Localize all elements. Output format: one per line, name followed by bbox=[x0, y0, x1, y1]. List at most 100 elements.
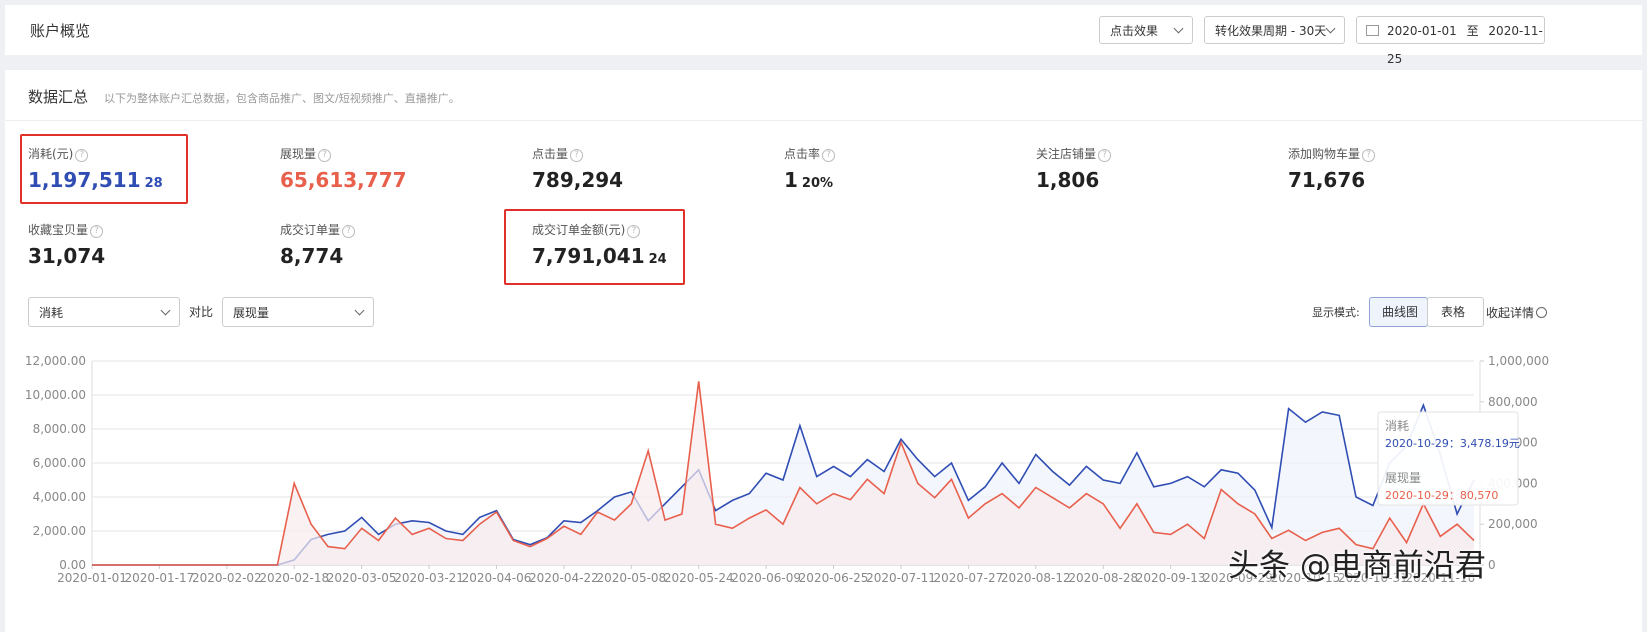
mode-text: 表格 bbox=[1441, 305, 1466, 319]
x-tick-label: 2020-02-18 bbox=[259, 571, 329, 585]
date-to: 至 bbox=[1466, 24, 1479, 38]
summary-title: 数据汇总 bbox=[28, 88, 89, 106]
highlight-box bbox=[504, 209, 685, 285]
mode-label: 显示模式: bbox=[1312, 306, 1360, 319]
y2-tick-label: 1,000,000 bbox=[1488, 354, 1549, 368]
effect-text: 点击效果 bbox=[1110, 24, 1159, 38]
metric: 关注店铺量? 1,806 bbox=[1036, 145, 1112, 192]
metric-label: 点击量? bbox=[532, 145, 623, 162]
metric: 收藏宝贝量? 31,074 bbox=[28, 221, 105, 268]
x-tick-label: 2020-06-09 bbox=[731, 571, 801, 585]
x-tick-label: 2020-08-12 bbox=[1001, 571, 1071, 585]
metric-value: 65,613,777 bbox=[280, 168, 407, 192]
x-tick-label: 2020-07-27 bbox=[934, 571, 1004, 585]
metric-label-text: 成交订单金额(元) bbox=[532, 223, 626, 237]
tooltip-text: 2020-10-29：80,570 bbox=[1385, 489, 1498, 502]
y-tick-label: 10,000.00 bbox=[25, 388, 86, 402]
x-tick-label: 2020-07-11 bbox=[866, 571, 936, 585]
y-tick-label: 12,000.00 bbox=[25, 354, 86, 368]
metric-value-text: 1,197,511 bbox=[28, 168, 141, 192]
mode-button[interactable]: 曲线图 bbox=[1369, 297, 1428, 327]
date-range[interactable]: 2020-01-01 至 2020-11-25 bbox=[1356, 16, 1545, 66]
metric-label-text: 关注店铺量 bbox=[1036, 147, 1097, 161]
metric-label-text: 展现量 bbox=[280, 147, 317, 161]
tooltip-box bbox=[1377, 411, 1519, 506]
collapse-link[interactable]: 收起详情 bbox=[1486, 304, 1548, 321]
metric: 展现量? 65,613,777 bbox=[280, 145, 407, 192]
metric-value-text: 31,074 bbox=[28, 244, 106, 268]
x-tick-label: 2020-03-05 bbox=[327, 571, 397, 585]
metric-select[interactable]: 消耗 bbox=[28, 297, 180, 327]
metric-value: 31,074 bbox=[28, 244, 105, 268]
metric-value: 1 20% bbox=[784, 168, 835, 192]
metric-value-text: 1,806 bbox=[1036, 168, 1100, 192]
chart: 0.00 2,000.00 4,000.00 6,000.00 8,000.00 10,0… bbox=[25, 354, 1549, 585]
metric-label: 添加购物车量? bbox=[1288, 145, 1376, 162]
y-tick-label: 2,000.00 bbox=[33, 524, 86, 538]
y-tick-label: 4,000.00 bbox=[33, 490, 86, 504]
metric-text: 消耗 bbox=[39, 306, 64, 320]
metric-value-text: 789,294 bbox=[532, 168, 624, 192]
date-start: 2020-01-01 bbox=[1387, 24, 1457, 38]
x-tick-label: 2020-04-22 bbox=[529, 571, 599, 585]
mode-button[interactable]: 表格 bbox=[1427, 297, 1484, 327]
metric-label: 点击率? bbox=[784, 145, 836, 162]
x-tick-label: 2020-02-02 bbox=[192, 571, 262, 585]
metric-decimal: 20% bbox=[801, 176, 834, 191]
x-tick-label: 2020-05-08 bbox=[596, 571, 666, 585]
watermark: 头条 @电商前沿君 bbox=[1228, 548, 1486, 584]
metric-decimal: 28 bbox=[144, 176, 163, 191]
date-end: 2020-11-25 bbox=[1387, 24, 1543, 66]
metric: 成交订单金额(元)? 7,791,041 24 bbox=[532, 221, 667, 268]
tooltip-label: 展现量 bbox=[1385, 471, 1421, 485]
metric-value: 1,197,511 28 bbox=[28, 168, 163, 192]
y2-tick-label: 0 bbox=[1488, 558, 1496, 572]
x-tick-label: 2020-05-24 bbox=[664, 571, 734, 585]
x-tick-label: 2020-10-31 bbox=[1338, 571, 1408, 585]
metric: 点击量? 789,294 bbox=[532, 145, 623, 192]
help-icon: ? bbox=[75, 149, 89, 162]
metric-value: 1,806 bbox=[1036, 168, 1111, 192]
metric-label: 成交订单量? bbox=[280, 221, 356, 238]
metric-label: 消耗(元)? bbox=[28, 145, 163, 162]
tooltip-text: 2020-10-29：3,478.19元 bbox=[1385, 437, 1520, 450]
help-icon: ? bbox=[822, 149, 836, 162]
metric-value: 789,294 bbox=[532, 168, 623, 192]
metric-value-text: 7,791,041 bbox=[532, 244, 645, 268]
metric-label-text: 收藏宝贝量 bbox=[28, 223, 89, 237]
metric: 点击率? 1 20% bbox=[784, 145, 836, 192]
series-area bbox=[92, 381, 1474, 565]
collapse-text: 收起详情 bbox=[1486, 306, 1535, 320]
x-tick-label: 2020-01-17 bbox=[125, 571, 195, 585]
help-icon: ? bbox=[627, 225, 641, 238]
period-text: 转化效果周期 - 30天 bbox=[1215, 24, 1327, 38]
metric-label: 展现量? bbox=[280, 145, 407, 162]
metric: 消耗(元)? 1,197,511 28 bbox=[28, 145, 163, 192]
highlight-box bbox=[20, 134, 188, 204]
x-tick-label: 2020-09-29 bbox=[1203, 571, 1273, 585]
x-tick-label: 2020-11-16 bbox=[1405, 571, 1475, 585]
y-tick-label: 6,000.00 bbox=[33, 456, 86, 470]
help-icon: ? bbox=[318, 149, 332, 162]
page-title: 账户概览 bbox=[30, 22, 91, 40]
effect-select[interactable]: 点击效果 bbox=[1099, 16, 1193, 44]
x-tick-label: 2020-04-06 bbox=[462, 571, 532, 585]
tooltip-label: 消耗 bbox=[1385, 419, 1409, 433]
metric-label-text: 点击率 bbox=[784, 147, 821, 161]
help-icon: ? bbox=[90, 225, 104, 238]
metric-value-text: 71,676 bbox=[1288, 168, 1366, 192]
metric-label-text: 消耗(元) bbox=[28, 147, 74, 161]
compare-text: 展现量 bbox=[233, 306, 270, 320]
compare-select[interactable]: 展现量 bbox=[222, 297, 374, 327]
metric-value: 71,676 bbox=[1288, 168, 1375, 192]
x-tick-label: 2020-06-25 bbox=[799, 571, 869, 585]
x-tick-label: 2020-08-28 bbox=[1068, 571, 1138, 585]
metric-value-text: 1 bbox=[784, 168, 798, 192]
period-select[interactable]: 转化效果周期 - 30天 bbox=[1204, 16, 1345, 44]
metric-value-text: 65,613,777 bbox=[280, 168, 407, 192]
metric-value: 7,791,041 24 bbox=[532, 244, 667, 268]
help-icon: ? bbox=[342, 225, 356, 238]
x-tick-label: 2020-01-01 bbox=[57, 571, 127, 585]
help-icon: ? bbox=[1362, 149, 1376, 162]
